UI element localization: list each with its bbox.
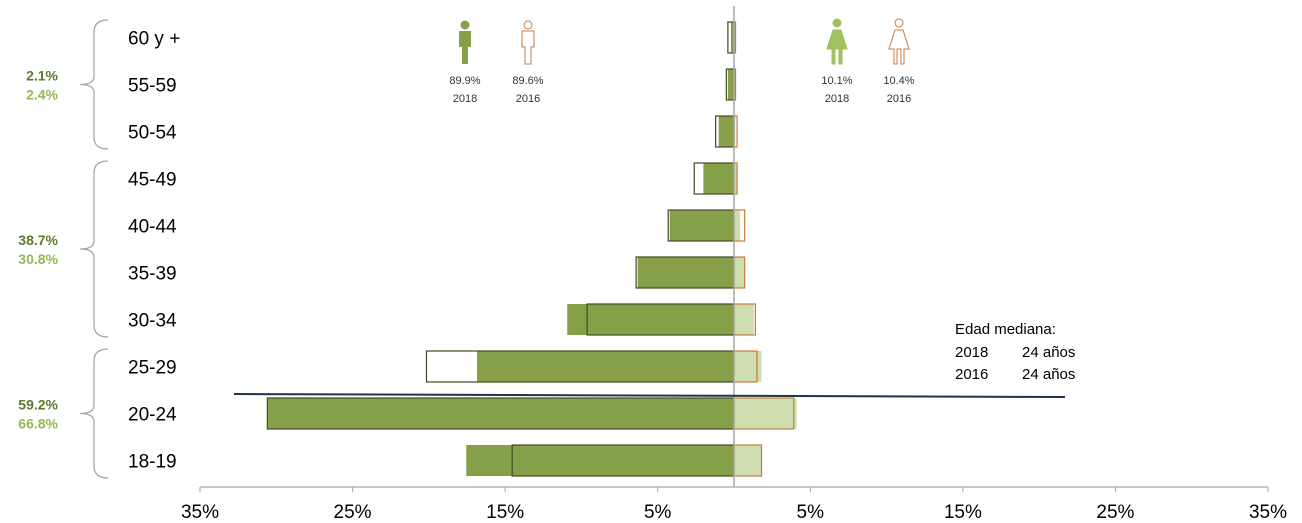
- age-label: 25-29: [128, 358, 177, 379]
- legend-pct: 89.9%: [449, 75, 480, 87]
- median-value: 24 años: [1022, 344, 1075, 361]
- age-category-labels: 60 y + 55-59 50-54 45-49 40-44 35-39 30-34 25-2…: [128, 29, 180, 473]
- x-tick-label: 15%: [944, 502, 982, 523]
- bar-male-2018: [637, 257, 734, 288]
- group-pct-2016: 2.4%: [26, 87, 58, 103]
- age-group-brackets: [79, 19, 109, 479]
- bar-male-2018: [703, 163, 734, 194]
- bar-female-2018: [734, 257, 745, 288]
- bar-male-2018: [718, 116, 734, 147]
- age-label: 55-59: [128, 76, 177, 97]
- age-label: 50-54: [128, 123, 177, 144]
- group-pct-2018: 59.2%: [18, 397, 58, 413]
- age-label: 35-39: [128, 264, 177, 285]
- bar-female-2018: [734, 398, 797, 429]
- bar-female-2018: [734, 210, 741, 241]
- median-age-box: Edad mediana: 2018 24 años 2016 24 años: [233, 321, 1075, 398]
- legend-pct: 89.6%: [512, 75, 543, 87]
- age-label: 45-49: [128, 170, 177, 191]
- legend-year: 2016: [887, 93, 911, 105]
- bar-female-2018: [734, 304, 754, 335]
- age-group-bracket: [79, 19, 109, 150]
- x-tick-label: 5%: [644, 502, 672, 523]
- female-outline-icon: [888, 18, 910, 65]
- bar-male-2018: [727, 69, 734, 100]
- age-group-bracket: [79, 160, 109, 338]
- group-pct-2016: 66.8%: [18, 416, 58, 432]
- bar-female-2018: [734, 116, 736, 147]
- group-pct-2016: 30.8%: [18, 251, 58, 267]
- x-tick-label: 35%: [1249, 502, 1287, 523]
- x-tick-label: 25%: [334, 502, 372, 523]
- female-filled-icon: [826, 18, 848, 65]
- male-filled-icon: [459, 20, 471, 64]
- median-title: Edad mediana:: [955, 321, 1056, 338]
- age-label: 20-24: [128, 405, 177, 426]
- x-tick-label: 5%: [797, 502, 825, 523]
- age-label: 60 y +: [128, 29, 180, 50]
- bar-female-2018: [734, 22, 736, 53]
- legend-year: 2016: [516, 93, 540, 105]
- bars-layer: [266, 21, 797, 477]
- legend-year: 2018: [453, 93, 477, 105]
- bar-male-2018: [567, 304, 734, 335]
- bar-female-2018: [734, 163, 738, 194]
- bar-male-2018: [267, 398, 734, 429]
- group-pct-2018: 38.7%: [18, 232, 58, 248]
- male-outline-icon: [521, 20, 535, 65]
- median-age-line: [233, 393, 1066, 398]
- bar-female-2018: [734, 69, 736, 100]
- x-tick-label: 35%: [181, 502, 219, 523]
- x-tick-label: 25%: [1096, 502, 1134, 523]
- bar-male-2018: [476, 351, 734, 382]
- median-year: 2016: [955, 366, 988, 383]
- age-group-percentages: 2.1% 2.4% 38.7% 30.8% 59.2% 66.8%: [18, 68, 58, 432]
- age-label: 18-19: [128, 452, 177, 473]
- median-value: 24 años: [1022, 366, 1075, 383]
- x-tick-label: 15%: [486, 502, 524, 523]
- legend-pct: 10.1%: [821, 75, 852, 87]
- age-label: 30-34: [128, 311, 177, 332]
- age-group-bracket: [79, 348, 109, 479]
- sex-legend: 89.9% 2018 89.6% 2016 10.1% 2018 10.4% 2016: [449, 18, 915, 105]
- bar-male-2018: [730, 22, 734, 53]
- legend-pct: 10.4%: [883, 75, 914, 87]
- median-year: 2018: [955, 344, 988, 361]
- bar-female-2018: [734, 445, 762, 476]
- group-pct-2018: 2.1%: [26, 68, 58, 84]
- axes-layer: 35% 25% 15% 5% 5% 15% 25% 35%: [181, 6, 1287, 523]
- legend-year: 2018: [825, 93, 849, 105]
- age-label: 40-44: [128, 217, 177, 238]
- bar-male-2018: [669, 210, 734, 241]
- bar-male-2018: [466, 445, 734, 476]
